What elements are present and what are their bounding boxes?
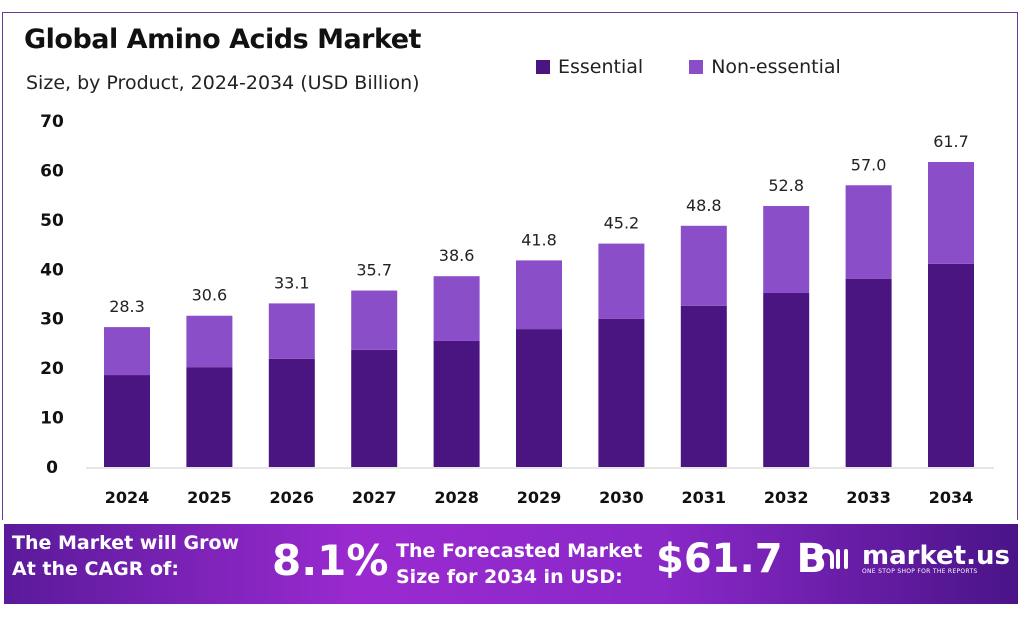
bar-non-essential xyxy=(516,260,562,330)
bar-essential xyxy=(845,278,892,467)
legend: Essential Non-essential xyxy=(536,56,841,78)
bar-non-essential xyxy=(186,315,233,368)
cagr-value: 8.1% xyxy=(272,536,389,585)
bar-non-essential xyxy=(268,303,315,359)
data-label: 35.7 xyxy=(356,261,392,280)
bar-essential xyxy=(598,318,645,467)
chart-subtitle: Size, by Product, 2024-2034 (USD Billion… xyxy=(26,72,420,94)
bar-non-essential xyxy=(598,243,645,319)
chart-frame xyxy=(2,12,1018,520)
chart-title: Global Amino Acids Market xyxy=(24,24,421,55)
data-label: 38.6 xyxy=(439,246,475,265)
logo-icon xyxy=(818,548,848,569)
bar-essential xyxy=(186,367,233,467)
legend-item-non-essential: Non-essential xyxy=(689,56,841,78)
bar-essential xyxy=(516,329,562,467)
bar-essential xyxy=(104,375,150,467)
x-tick-label: 2026 xyxy=(270,488,315,507)
data-label: 57.0 xyxy=(851,155,887,174)
bar-non-essential xyxy=(680,225,727,306)
bar-essential xyxy=(680,305,727,467)
bar-chart: 01020304050607028.3202430.6202533.120263… xyxy=(40,112,994,507)
forecast-value: $61.7 B xyxy=(656,536,827,582)
x-tick-label: 2029 xyxy=(517,488,562,507)
x-tick-label: 2028 xyxy=(434,488,479,507)
y-tick-label: 50 xyxy=(40,211,64,231)
bar-non-essential xyxy=(351,290,398,350)
legend-label: Non-essential xyxy=(711,56,841,78)
legend-swatch xyxy=(536,60,550,74)
bar-essential xyxy=(433,340,480,467)
x-tick-label: 2030 xyxy=(599,488,644,507)
forecast-label: The Forecasted Market Size for 2034 in US… xyxy=(396,540,643,588)
x-tick-label: 2031 xyxy=(682,488,727,507)
data-label: 41.8 xyxy=(521,230,557,249)
y-tick-label: 40 xyxy=(40,260,64,280)
data-label: 48.8 xyxy=(686,196,722,215)
data-label: 30.6 xyxy=(192,286,228,305)
x-tick-label: 2033 xyxy=(846,488,891,507)
x-tick-label: 2034 xyxy=(929,488,974,507)
data-label: 45.2 xyxy=(604,214,640,233)
x-tick-label: 2025 xyxy=(187,488,232,507)
data-label: 61.7 xyxy=(933,132,969,151)
bar-essential xyxy=(351,349,398,467)
bar-non-essential xyxy=(845,185,892,279)
x-tick-label: 2032 xyxy=(764,488,809,507)
y-tick-label: 20 xyxy=(40,359,64,379)
cagr-label: The Market will Grow At the CAGR of: xyxy=(12,532,240,580)
bar-non-essential xyxy=(433,276,480,341)
bar-essential xyxy=(763,293,810,467)
legend-label: Essential xyxy=(558,56,644,78)
x-tick-label: 2024 xyxy=(105,488,150,507)
y-tick-label: 10 xyxy=(40,409,64,429)
bar-non-essential xyxy=(928,162,974,264)
data-label: 52.8 xyxy=(768,176,804,195)
legend-swatch xyxy=(689,60,704,74)
y-tick-label: 70 xyxy=(40,112,64,132)
bar-non-essential xyxy=(104,327,150,376)
market-us-logo: market.us ONE STOP SHOP FOR THE REPORTS xyxy=(816,543,1010,575)
bar-essential xyxy=(268,358,315,467)
y-tick-label: 0 xyxy=(46,458,58,478)
x-tick-label: 2027 xyxy=(352,488,397,507)
data-label: 33.1 xyxy=(274,273,310,292)
bar-non-essential xyxy=(763,206,810,294)
y-tick-label: 30 xyxy=(40,310,64,330)
bar-essential xyxy=(928,263,974,467)
legend-item-essential: Essential xyxy=(536,56,643,78)
data-label: 28.3 xyxy=(109,297,145,316)
summary-banner: The Market will Grow At the CAGR of: 8.1%… xyxy=(4,524,1018,604)
y-tick-label: 60 xyxy=(40,161,64,181)
